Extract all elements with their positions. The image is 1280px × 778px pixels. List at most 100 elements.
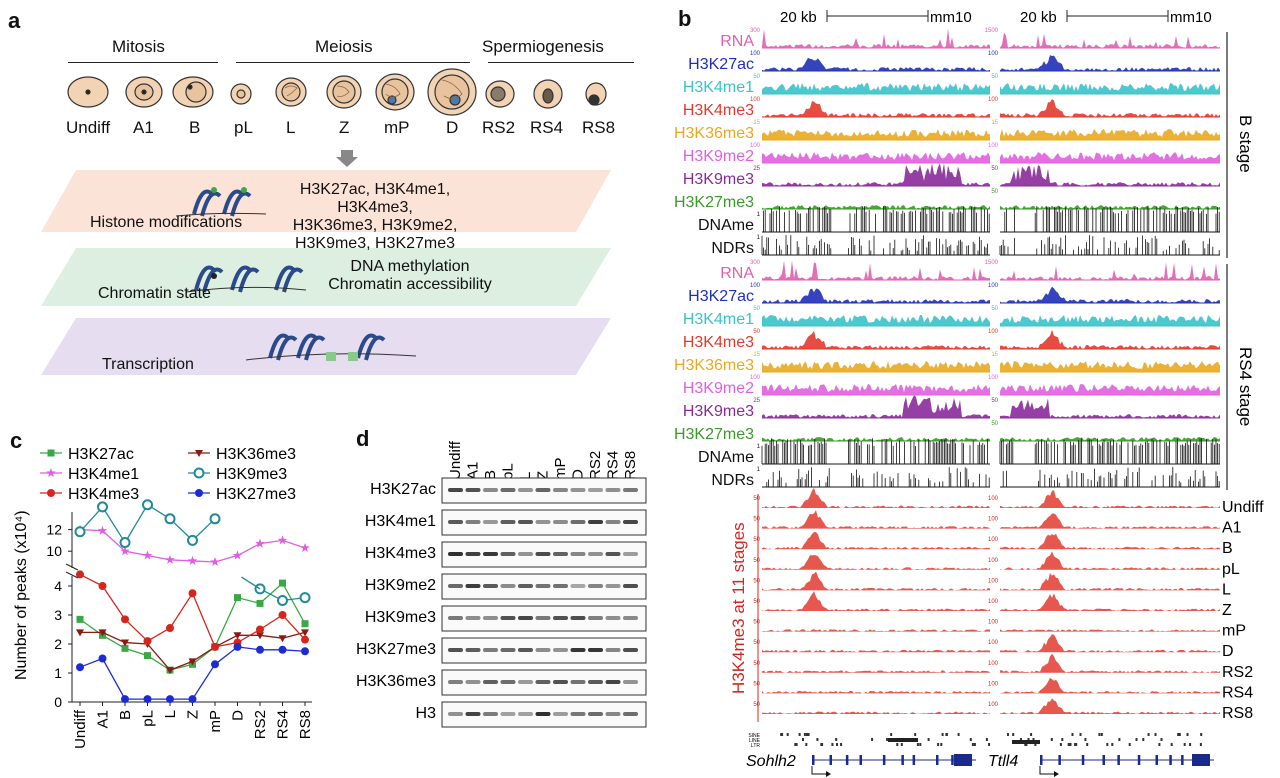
track-signal [762, 260, 990, 280]
blot-band [518, 648, 533, 652]
marker-open-circle [193, 467, 205, 479]
track-signal [1000, 152, 1220, 163]
blot-band [605, 648, 621, 652]
phase-meiosis: Meiosis [315, 37, 373, 56]
track-scale: 100 [750, 283, 761, 289]
track-label: H3K27me3 [674, 426, 754, 443]
stage-row-label: Z [1222, 602, 1232, 619]
repeat-element [1034, 743, 1037, 746]
blot-band [535, 520, 551, 524]
gene-exon [812, 755, 815, 765]
blot-band [605, 584, 621, 588]
track-signal [1000, 32, 1220, 48]
k4me3-stage-signal [1000, 513, 1220, 529]
blot-band [588, 552, 603, 556]
legend-label: H3K27ac [68, 446, 134, 463]
marker-triangle [121, 639, 129, 647]
track-scale: 1500 [985, 260, 999, 266]
k4me3-stage-signal [1000, 533, 1220, 550]
scale-label: 20 kb [780, 9, 817, 26]
track-signal [762, 205, 990, 209]
track-scale: 50 [753, 599, 760, 605]
marker-circle [76, 663, 84, 672]
blot-band [448, 552, 463, 556]
cell-stages-illustration [67, 68, 607, 116]
repeat-element [835, 738, 838, 741]
marker-circle [121, 615, 129, 624]
track-scale: 50 [753, 620, 760, 626]
marker-triangle [188, 658, 197, 666]
gene-label: Ttll4 [988, 753, 1018, 770]
tss-arrow-head [826, 771, 831, 777]
legend-label: H3K4me3 [68, 486, 139, 503]
x-tick-label: A1 [95, 710, 112, 728]
stage-group-label: B stage [1236, 115, 1255, 173]
blot-band [500, 648, 516, 652]
marker-circle [143, 695, 152, 704]
repeat-element [1118, 738, 1121, 741]
repeat-element [786, 733, 789, 736]
y-axis-label: Number of peaks (x10⁴) [13, 510, 30, 680]
repeat-element [1027, 738, 1030, 741]
lane-label: Z [535, 471, 552, 480]
marker-star [255, 538, 265, 548]
series-line [79, 646, 306, 700]
track-scale: 50 [753, 681, 760, 687]
down-arrow-icon [336, 150, 358, 167]
repeat-element [1050, 738, 1053, 741]
legend-label: H3K36me3 [216, 446, 296, 463]
marker-circle [166, 695, 174, 704]
blot-band [553, 488, 568, 492]
k4me3-axis-label: H3K4me3 at 11 stages [729, 522, 748, 694]
stage-label: RS4 [530, 118, 564, 137]
marker-circle [301, 635, 309, 644]
k4me3-stage-signal [1000, 634, 1220, 653]
repeat-element [1183, 743, 1186, 746]
blot-band [588, 616, 603, 620]
track-scale: 50 [991, 306, 998, 312]
blot-band [553, 680, 568, 684]
stage-label: RS2 [482, 118, 516, 137]
stage-label: D [446, 118, 459, 137]
track-signal [1000, 315, 1220, 326]
gene-exon [1181, 755, 1184, 765]
marker-star [142, 550, 153, 560]
stage-label: L [286, 118, 296, 137]
gene-label: Sohlh2 [746, 753, 796, 770]
blot-band [553, 584, 568, 588]
marker-circle [76, 570, 84, 579]
gene-exon [951, 755, 954, 765]
phase-spermiogenesis-line [488, 62, 634, 63]
blot-band [518, 584, 533, 588]
repeat-element [969, 738, 972, 741]
blot-band [448, 680, 463, 684]
blot-band [465, 552, 481, 556]
track-signal [762, 384, 990, 395]
panel-a-letter: a [8, 8, 21, 33]
track-signal [1000, 165, 1220, 186]
track-scale: 100 [988, 702, 999, 708]
y-tick-label: 12 [46, 522, 62, 538]
k4me3-stage-signal [1000, 490, 1220, 508]
track-signal [1000, 361, 1220, 372]
lane-label: L [517, 472, 534, 480]
y-tick-label: 0 [54, 694, 62, 710]
phase-meiosis-line [236, 62, 470, 63]
layer-text-line: H3K27ac, H3K4me1, H3K4me3, [299, 181, 451, 216]
blot-label: H3K27ac [370, 481, 436, 498]
gene-exon [936, 755, 939, 765]
blot-band [623, 552, 638, 556]
track-scale: 50 [753, 74, 760, 80]
stage-row-label: RS8 [1222, 705, 1253, 722]
stage-label: Z [339, 118, 350, 137]
k4me3-stage-signal [1000, 698, 1220, 714]
x-tick-label: RS4 [275, 710, 292, 739]
repeat-element [1177, 733, 1180, 736]
x-tick-label: pL [140, 710, 157, 727]
repeat-element [919, 743, 922, 746]
marker-open-circle [164, 513, 176, 525]
repeat-element [1061, 738, 1064, 741]
marker-circle [301, 647, 309, 656]
blot-band [465, 680, 481, 684]
marker-circle [195, 489, 203, 497]
